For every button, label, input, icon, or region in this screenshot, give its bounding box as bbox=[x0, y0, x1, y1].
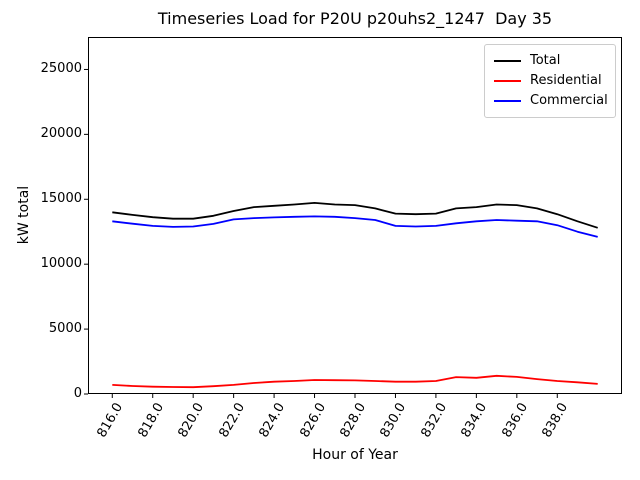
y-tick-label: 10000 bbox=[40, 256, 82, 272]
series-line-commercial bbox=[112, 215, 598, 238]
y-tick-label: 20000 bbox=[40, 126, 82, 142]
legend: Total Residential Commercial bbox=[484, 44, 616, 118]
legend-line-commercial-icon bbox=[494, 100, 521, 102]
y-tick-label: 0 bbox=[73, 386, 82, 401]
plot-area bbox=[84, 37, 622, 398]
legend-line-residential-icon bbox=[494, 80, 521, 82]
series-line-residential bbox=[112, 374, 598, 389]
legend-item-commercial: Commercial bbox=[494, 91, 608, 111]
axes-spines bbox=[88, 37, 622, 394]
legend-item-residential: Residential bbox=[494, 71, 606, 91]
series-line-total bbox=[112, 201, 598, 229]
x-axis-label: Hour of Year bbox=[312, 447, 398, 463]
y-tick-label: 15000 bbox=[40, 191, 82, 207]
legend-label-residential: Residential bbox=[530, 73, 602, 88]
y-tick-label: 25000 bbox=[40, 61, 82, 77]
chart-title: Timeseries Load for P20U p20uhs2_1247 Da… bbox=[157, 9, 553, 28]
legend-item-total: Total bbox=[494, 51, 606, 71]
plot-canvas bbox=[84, 37, 622, 398]
legend-line-total-icon bbox=[494, 60, 521, 62]
legend-label-commercial: Commercial bbox=[530, 93, 608, 108]
y-tick-label: 5000 bbox=[48, 321, 82, 337]
legend-label-total: Total bbox=[530, 53, 561, 68]
